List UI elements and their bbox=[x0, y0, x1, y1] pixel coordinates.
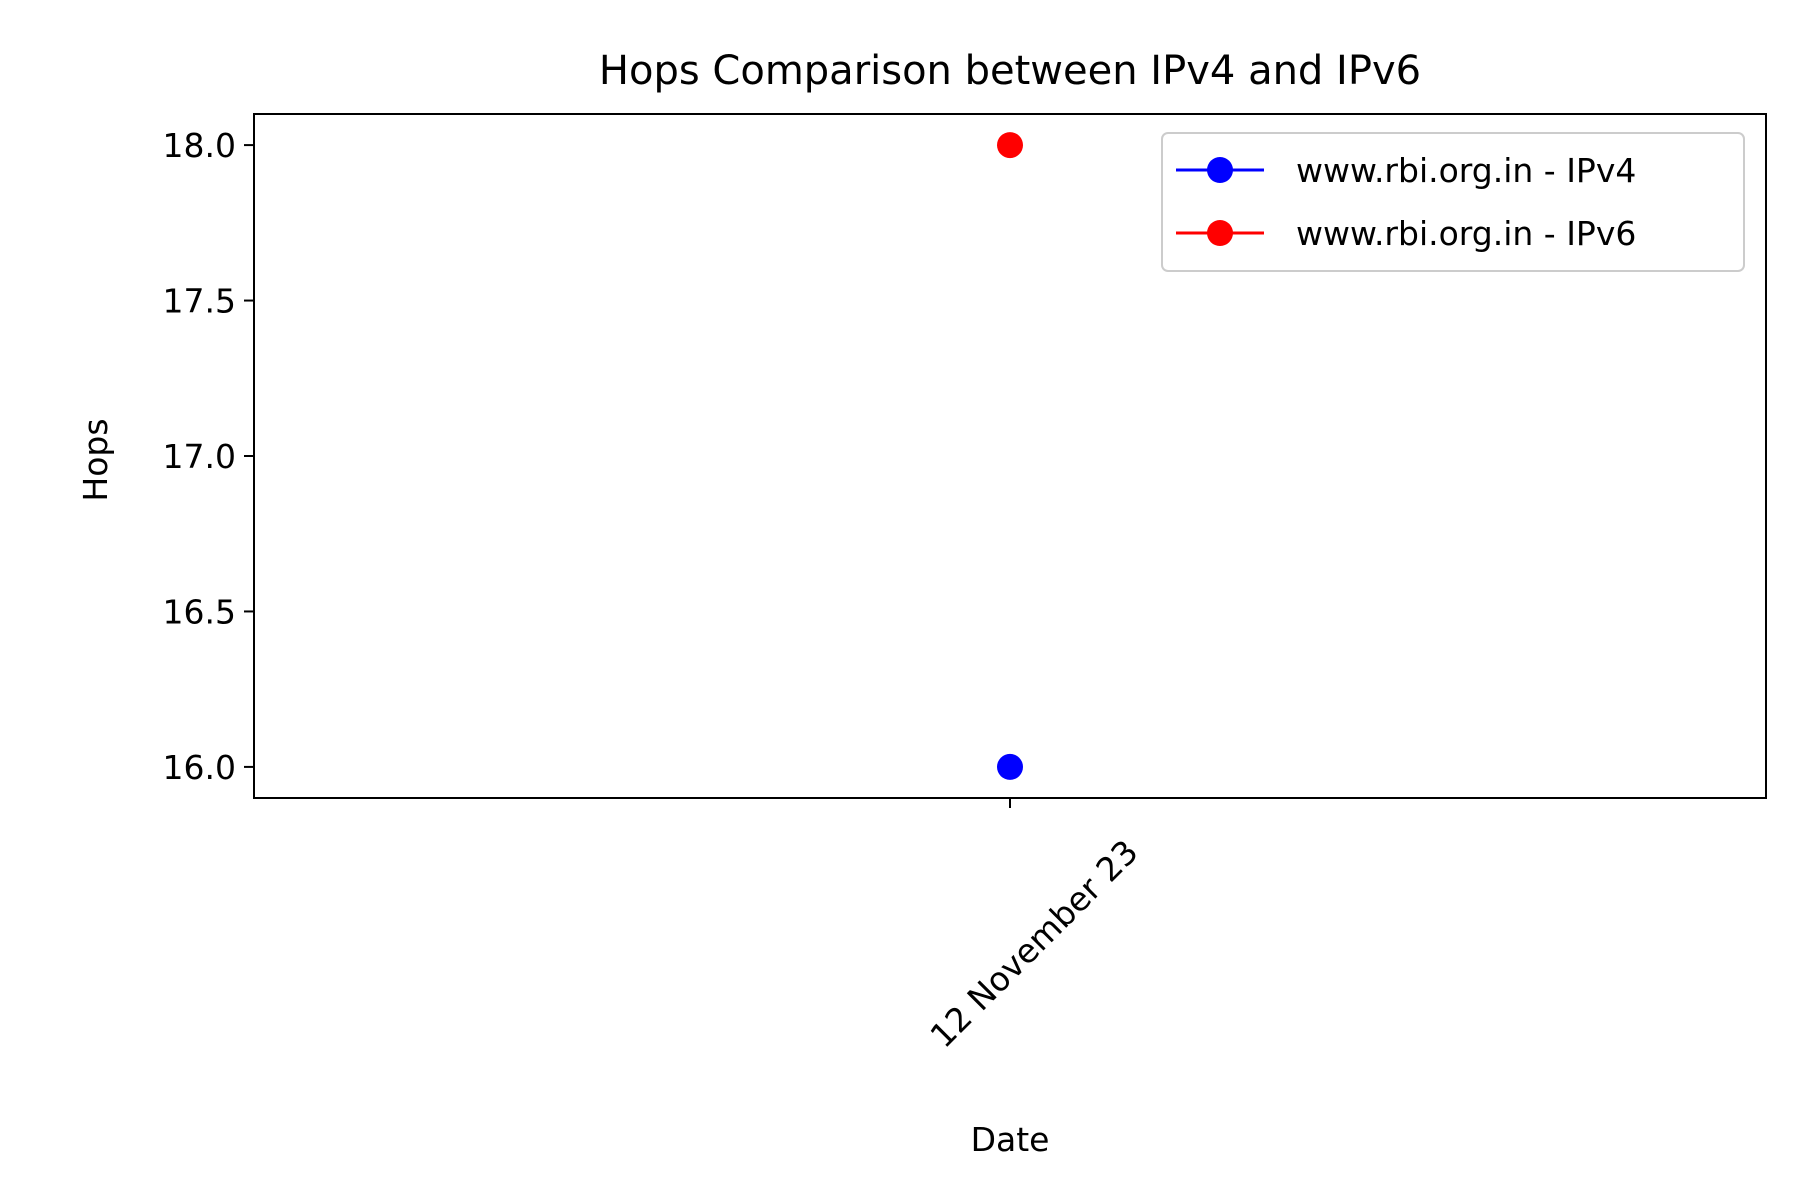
series-1 bbox=[997, 753, 1023, 780]
y-tick-label: 16.0 bbox=[163, 748, 236, 787]
legend-label: www.rbi.org.in - IPv6 bbox=[1296, 214, 1636, 253]
plot-area-frame bbox=[253, 113, 1767, 799]
legend-item-1: www.rbi.org.in - IPv4 bbox=[1176, 151, 1636, 190]
series-layer bbox=[997, 132, 1023, 780]
legend: www.rbi.org.in - IPv4 www.rbi.org.in - IP… bbox=[1161, 132, 1745, 272]
y-axis-label: Hops bbox=[76, 418, 115, 501]
legend-box bbox=[1161, 132, 1745, 272]
legend-marker bbox=[1207, 220, 1233, 246]
legend-marker bbox=[1207, 157, 1233, 183]
y-tick-label: 16.5 bbox=[163, 592, 236, 631]
series-2 bbox=[997, 132, 1023, 159]
chart-title: Hops Comparison between IPv4 and IPv6 bbox=[599, 48, 1421, 94]
legend-item-2: www.rbi.org.in - IPv6 bbox=[1176, 214, 1636, 253]
legend-label: www.rbi.org.in - IPv4 bbox=[1296, 151, 1636, 190]
y-axis-ticks: 16.0 16.5 17.0 17.5 18.0 bbox=[163, 126, 254, 787]
y-tick-label: 18.0 bbox=[163, 126, 236, 165]
y-tick-label: 17.5 bbox=[163, 282, 236, 321]
data-point bbox=[997, 753, 1023, 780]
y-tick-label: 17.0 bbox=[163, 437, 236, 476]
data-point bbox=[997, 132, 1023, 159]
x-axis-label: Date bbox=[971, 1120, 1050, 1159]
legend-items: www.rbi.org.in - IPv4 www.rbi.org.in - IP… bbox=[1176, 151, 1636, 253]
